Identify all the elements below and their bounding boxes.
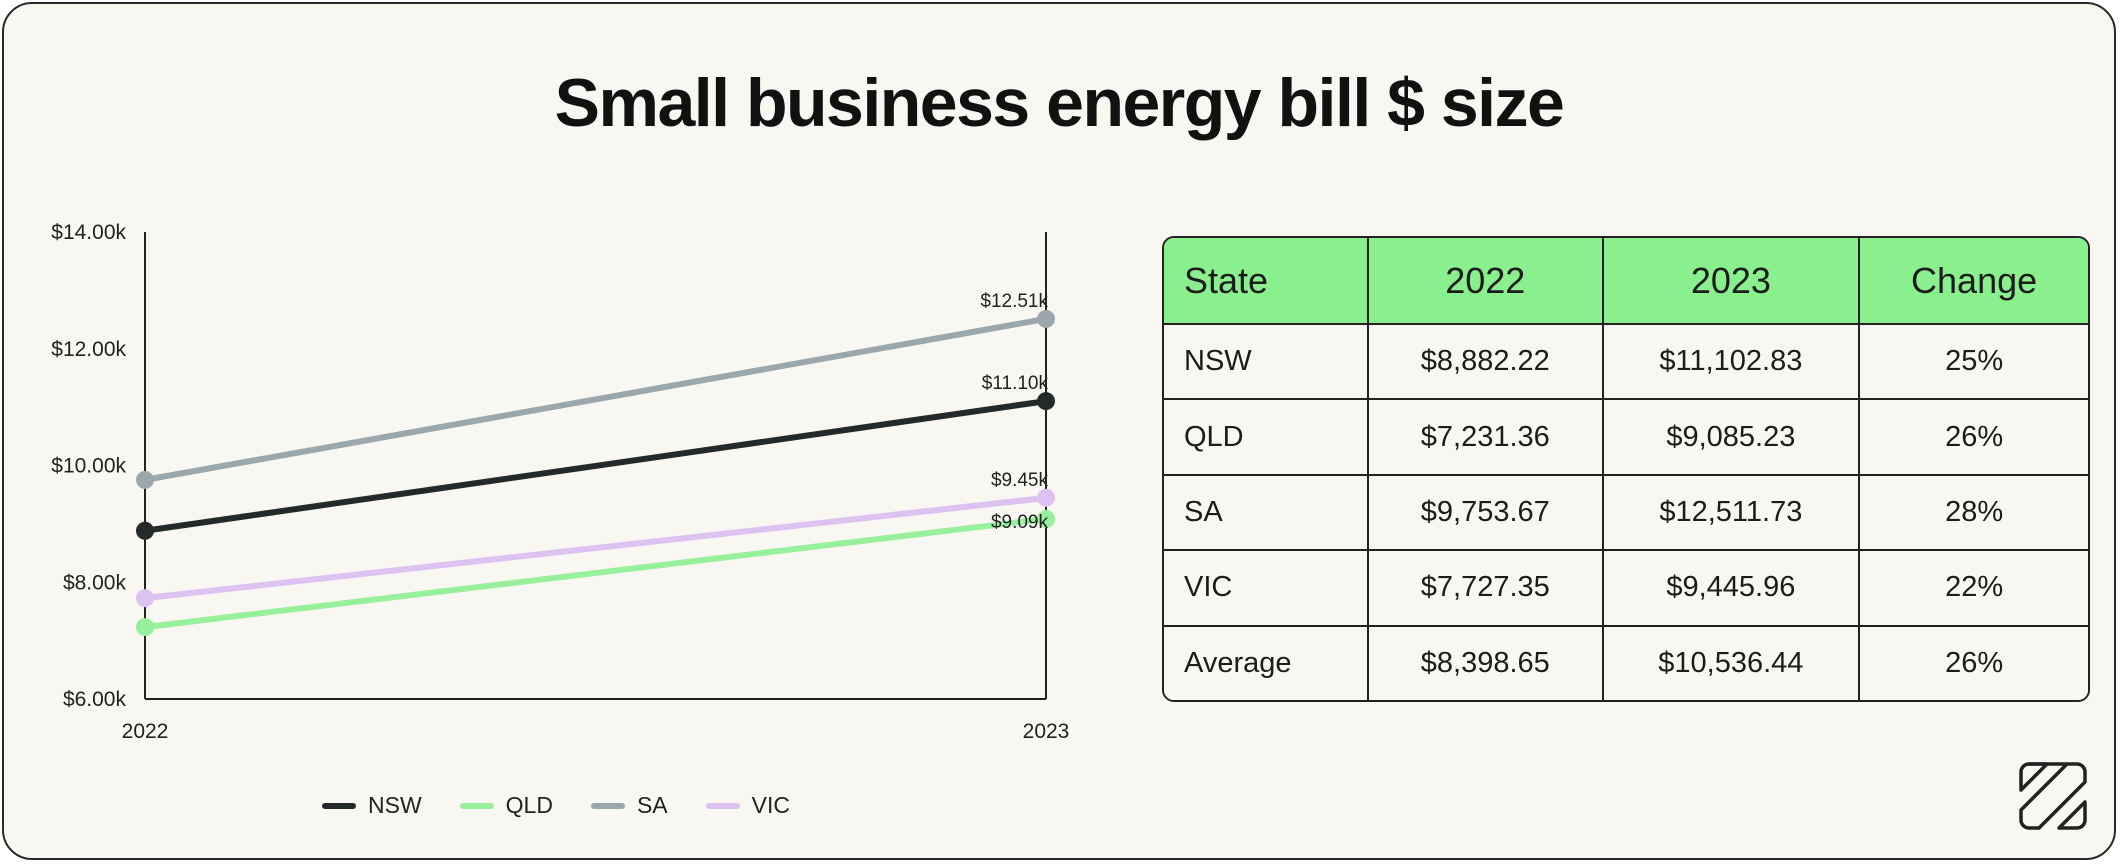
data-label-sa: $12.51k [980,291,1048,312]
table-cell: VIC [1164,551,1370,627]
y-tick-label: $8.00k [63,571,127,594]
data-label-qld: $9.09k [991,512,1049,533]
table-cell: 22% [1860,551,2088,627]
legend-item-vic: VIC [705,792,790,819]
legend-item-qld: QLD [459,792,553,819]
table-row: SA $9,753.67 $12,511.73 28% [1164,475,2088,552]
x-tick-label: 2023 [1023,720,1070,743]
legend-swatch [590,802,625,809]
chart-series [136,309,1055,637]
table-cell: 26% [1860,626,2088,700]
table-cell: $9,753.67 [1369,475,1604,552]
y-tick-label: $14.00k [51,221,126,244]
data-point-qld [136,618,154,637]
legend-swatch [459,802,494,809]
series-line-sa [142,315,1049,483]
series-line-nsw [142,398,1049,534]
legend-item-sa: SA [590,792,668,819]
chart-legend: NSW QLD SA VIC [322,792,790,819]
table-cell: QLD [1164,400,1370,476]
summary-table: State 2022 2023 Change NSW $8,882.22 $11… [1162,236,2090,702]
legend-label: SA [636,792,668,818]
data-point-sa [136,470,154,489]
y-tick-label: $10.00k [51,455,126,478]
table-cell: SA [1164,475,1370,552]
series-line-qld [142,515,1049,631]
data-point-vic [136,589,154,608]
series-line-vic [142,494,1049,602]
table-cell: $11,102.83 [1603,325,1861,401]
legend-label: NSW [368,792,422,818]
table-cell: Average [1164,626,1370,700]
data-point-vic [1037,488,1055,507]
table-row: Average $8,398.65 $10,536.44 26% [1164,626,2088,700]
legend-swatch [705,802,740,809]
x-tick-label: 2022 [122,720,169,743]
table-cell: 26% [1860,400,2088,476]
table-cell: $7,231.36 [1369,400,1604,476]
table-cell: $7,727.35 [1369,551,1604,627]
data-point-qld [1037,509,1055,528]
header-cell: State [1164,238,1370,325]
line-chart: $6.00k $8.00k $10.00k $12.00k $14.00k 2022 202… [51,221,1069,743]
table-header-row: State 2022 2023 Change [1164,238,2088,325]
table-row: QLD $7,231.36 $9,085.23 26% [1164,400,2088,476]
brand-logo-icon [2019,762,2087,830]
table-cell: $8,398.65 [1369,626,1604,700]
table-cell: $12,511.73 [1603,475,1861,552]
data-label-vic: $9.45k [991,470,1049,491]
header-cell: Change [1860,238,2088,325]
legend-swatch [322,802,356,809]
table-cell: $10,536.44 [1603,626,1861,700]
table-row: VIC $7,727.35 $9,445.96 22% [1164,551,2088,627]
header-cell: 2022 [1369,238,1604,325]
data-point-nsw [1037,392,1055,411]
table-cell: $9,085.23 [1603,400,1861,476]
table-cell: 25% [1860,325,2088,401]
table-cell: NSW [1164,325,1370,401]
legend-label: VIC [751,792,790,818]
data-label-nsw: $11.10k [982,373,1049,394]
legend-label: QLD [505,792,553,818]
y-tick-label: $6.00k [63,688,127,711]
table-row: NSW $8,882.22 $11,102.83 25% [1164,325,2088,401]
data-point-sa [1037,309,1055,328]
y-tick-label: $12.00k [51,338,126,361]
legend-item-nsw: NSW [322,792,422,819]
table-cell: $9,445.96 [1603,551,1861,627]
header-cell: 2023 [1603,238,1861,325]
data-point-nsw [136,521,154,540]
table-cell: 28% [1860,475,2088,552]
chart-axes: $6.00k $8.00k $10.00k $12.00k $14.00k 2022 202… [51,221,1069,743]
page-title: Small business energy bill $ size [554,65,1565,141]
chart-labels: $11.10k $9.09k $12.51k $9.45k [980,291,1048,533]
table-cell: $8,882.22 [1369,325,1604,401]
